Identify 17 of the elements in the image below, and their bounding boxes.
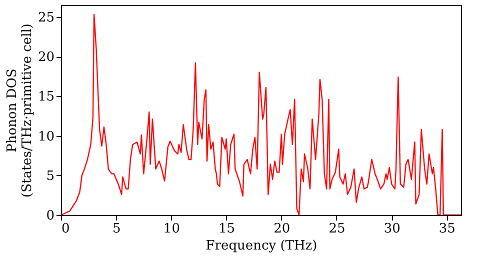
x-tick-label: 20 (274, 222, 290, 236)
y-tick-label: 20 (38, 50, 54, 66)
y-tick-label: 15 (38, 90, 54, 105)
x-tick-label: 10 (163, 222, 180, 236)
x-axis-title: Frequency (THz) (206, 238, 318, 254)
y-tick-label: 5 (46, 168, 54, 184)
x-tick-label: 15 (218, 222, 236, 236)
y-axis-title: Phonon DOS (States/THz·primitive cell) (4, 23, 35, 198)
x-tick-label: 25 (328, 222, 346, 236)
x-tick-label: 0 (62, 222, 70, 236)
y-tick-label: 0 (46, 208, 54, 224)
x-tick-label: 35 (438, 222, 456, 236)
y-tick-label: 25 (38, 10, 54, 26)
x-tick-label: 30 (384, 222, 400, 236)
y-tick-label: 10 (38, 129, 54, 144)
x-tick-label: 5 (112, 222, 121, 236)
line-series (61, 14, 461, 215)
